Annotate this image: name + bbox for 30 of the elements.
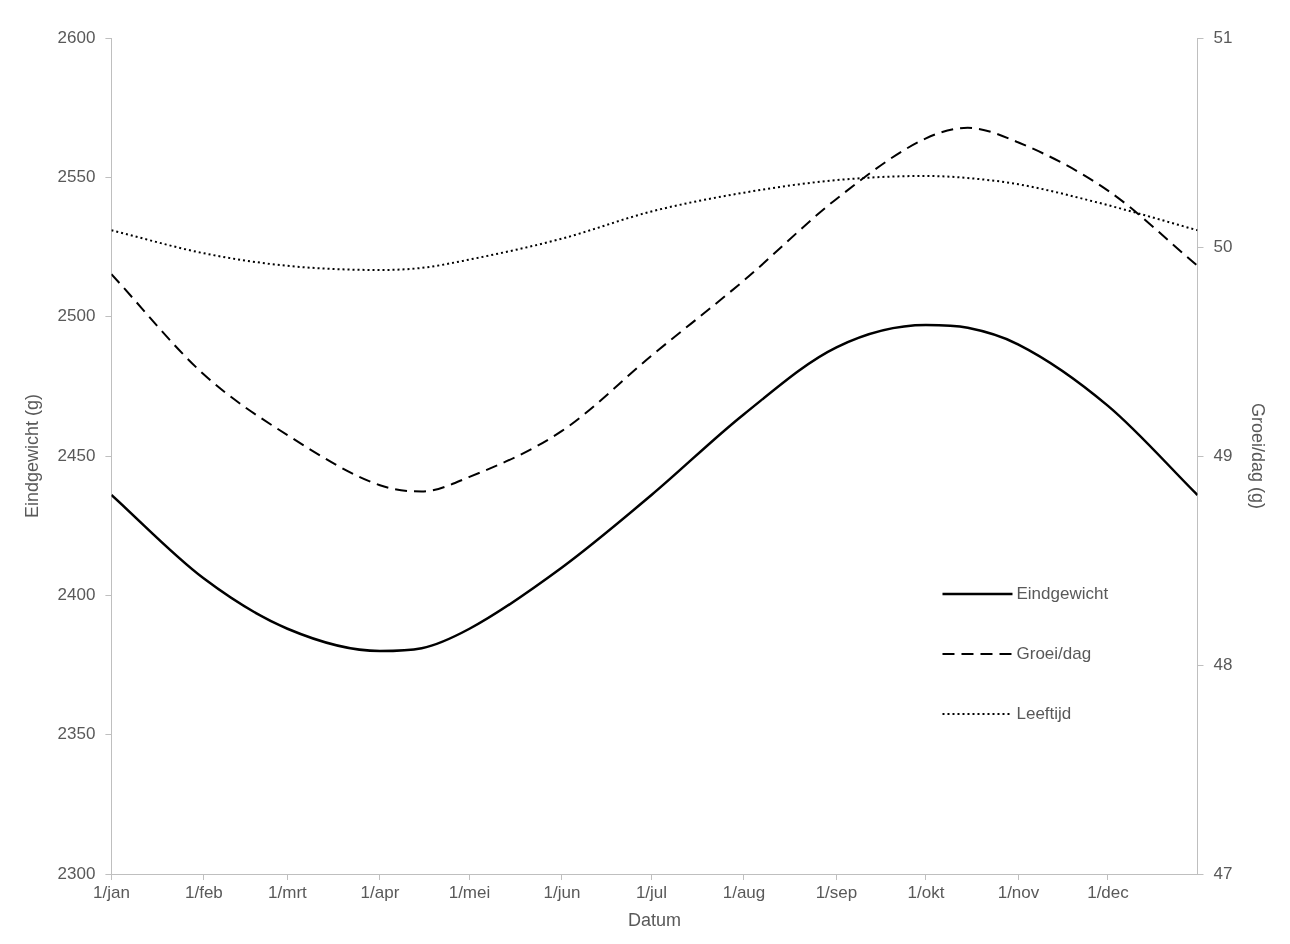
y2-tick-label: 47 (1213, 863, 1233, 883)
y-tick-label: 2550 (57, 167, 96, 187)
y-tick-label: 2400 (57, 585, 96, 605)
x-tick-label: 1/aug (722, 882, 766, 902)
legend-label: Groei/dag (1016, 643, 1092, 663)
y2-axis-title: Groei/dag (g) (1248, 402, 1269, 510)
legend-label: Leeftijd (1016, 703, 1072, 723)
x-tick-label: 1/sep (815, 882, 858, 902)
x-tick-label: 1/jun (543, 882, 581, 902)
y-tick-label: 2600 (57, 27, 96, 47)
x-axis-title: Datum (627, 910, 681, 931)
x-tick-label: 1/okt (907, 882, 945, 902)
y2-tick-label: 49 (1213, 445, 1233, 465)
x-tick-label: 1/jan (92, 882, 130, 902)
y2-tick-label: 48 (1213, 654, 1233, 674)
legend-label: Eindgewicht (1016, 583, 1109, 603)
x-tick-label: 1/mei (448, 882, 491, 902)
x-tick-label: 1/feb (185, 882, 223, 902)
y2-tick-label: 51 (1213, 27, 1233, 47)
y-tick-label: 2350 (57, 724, 96, 744)
y-tick-label: 2300 (57, 863, 96, 883)
x-tick-label: 1/mrt (268, 882, 308, 902)
x-tick-label: 1/dec (1087, 882, 1130, 902)
y2-tick-label: 50 (1213, 236, 1233, 256)
x-tick-label: 1/apr (360, 882, 400, 902)
y-tick-label: 2450 (57, 445, 96, 465)
y-axis-title: Eindgewicht (g) (21, 393, 42, 519)
y-tick-label: 2500 (57, 306, 96, 326)
x-tick-label: 1/nov (997, 882, 1040, 902)
x-tick-label: 1/jul (635, 882, 668, 902)
